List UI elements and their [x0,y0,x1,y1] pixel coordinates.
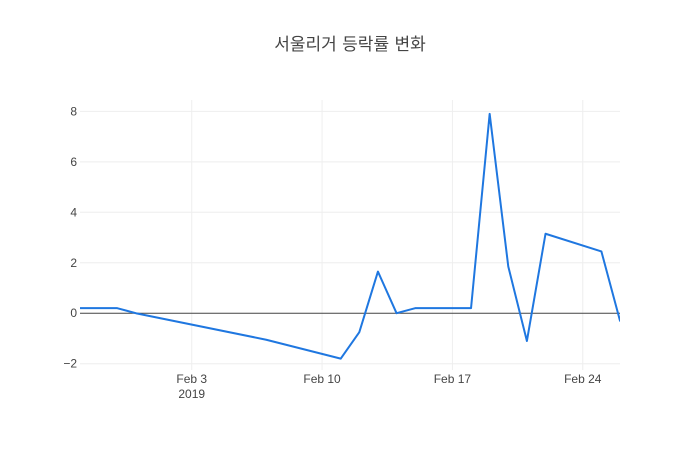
x-tick-label: Feb 10 [303,372,341,386]
y-axis-ticks: −2 0 2 4 6 8 [63,104,77,370]
x-tick-label: Feb 17 [434,372,472,386]
y-tick-label: 0 [70,306,77,320]
grid [80,100,620,370]
series-group [80,112,620,360]
x-tick-sublabel: 2019 [178,387,205,401]
y-tick-label: 8 [70,104,77,118]
x-tick-label: Feb 24 [564,372,602,386]
x-tick-label: Feb 3 [176,372,207,386]
y-tick-label: 4 [70,205,77,219]
y-tick-label: 2 [70,256,77,270]
y-tick-label: 6 [70,155,77,169]
series-line [80,112,620,360]
chart-title: 서울리거 등락률 변화 [274,35,426,55]
y-tick-label: −2 [63,357,77,371]
